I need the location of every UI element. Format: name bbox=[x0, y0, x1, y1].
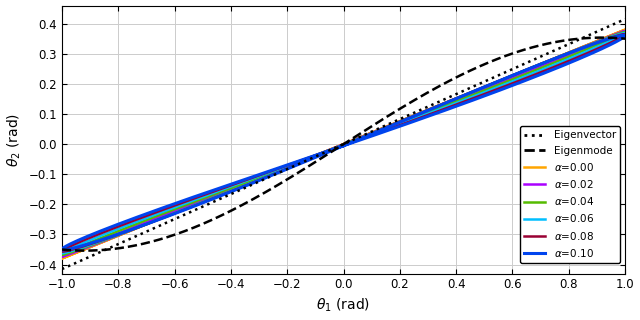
X-axis label: $\theta_1$ (rad): $\theta_1$ (rad) bbox=[316, 297, 371, 315]
Y-axis label: $\theta_2$ (rad): $\theta_2$ (rad) bbox=[6, 113, 23, 167]
Legend: Eigenvector, Eigenmode, $\alpha$=0.00, $\alpha$=0.02, $\alpha$=0.04, $\alpha$=0.: Eigenvector, Eigenmode, $\alpha$=0.00, $… bbox=[520, 126, 620, 263]
